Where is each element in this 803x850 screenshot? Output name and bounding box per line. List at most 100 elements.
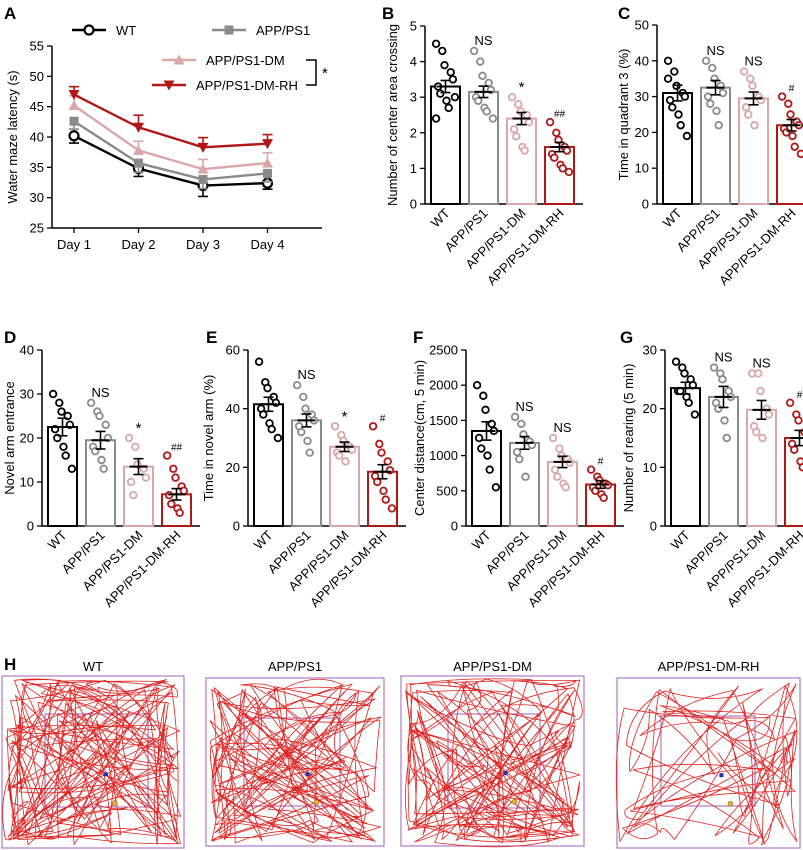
significance-label: NS [706, 43, 724, 58]
data-point [703, 92, 713, 101]
y-tick-label: 40 [226, 401, 240, 416]
y-axis-label: Water maze latency (s) [5, 70, 20, 203]
panel-b: B 0 1 2 3 4 5 Number of center area crossing WT N… [382, 4, 583, 288]
data-point [68, 90, 80, 101]
y-tick-label: 10 [643, 460, 657, 475]
data-point [512, 447, 522, 457]
data-point [720, 416, 729, 425]
data-point [750, 121, 759, 130]
data-point [263, 383, 272, 393]
data-point [262, 157, 273, 168]
data-point [262, 139, 273, 150]
swim-path [2, 678, 181, 846]
data-point [550, 153, 559, 162]
data-point [708, 63, 717, 73]
data-point [448, 75, 458, 84]
panel-label-h: H [4, 655, 16, 674]
data-point [554, 135, 563, 145]
series-line [73, 134, 268, 187]
data-point [474, 96, 483, 105]
legend-marker [83, 24, 95, 36]
data-point [515, 454, 524, 464]
series-line [73, 104, 268, 171]
data-point [485, 465, 494, 474]
data-point [491, 483, 501, 492]
y-tick-label: 40 [30, 130, 44, 145]
bar-group-wt [430, 39, 461, 205]
y-tick-label: 0 [233, 519, 240, 534]
y-tick-label: 20 [226, 460, 240, 475]
data-point [561, 483, 570, 492]
sig-label: * [322, 65, 328, 82]
data-point [303, 436, 312, 446]
data-point [684, 398, 693, 407]
legend-marker [224, 25, 234, 35]
data-point [179, 486, 189, 495]
data-point [748, 81, 757, 91]
significance-label: # [598, 457, 604, 468]
legend-label: APP/PS1-DM-RH [196, 78, 298, 93]
data-point [339, 436, 348, 446]
data-point [129, 491, 138, 500]
significance-label: NS [714, 350, 732, 365]
swim-path [405, 678, 583, 848]
significance-label: ## [171, 443, 183, 454]
track-title: WT [83, 659, 103, 674]
data-point [57, 407, 66, 416]
data-point [341, 457, 350, 466]
significance-label: * [519, 79, 525, 96]
data-point [545, 117, 555, 127]
bar-group-app-ps1: NS [85, 385, 116, 528]
swim-path [615, 682, 798, 846]
data-point [292, 381, 302, 390]
data-point [61, 451, 70, 460]
data-point [718, 375, 727, 384]
data-point [330, 422, 340, 431]
bar [700, 86, 731, 205]
y-axis-label: Number of center area crossing [385, 24, 400, 206]
bar-group-app-ps1-dm: NS [746, 355, 777, 527]
data-point [509, 125, 519, 134]
data-point [377, 448, 386, 457]
data-point [756, 386, 765, 396]
data-point [474, 433, 484, 443]
data-point [663, 74, 673, 83]
bar-group-app-ps1-dm-rh: ## [544, 109, 575, 205]
track-title: APP/PS1-DM-RH [658, 659, 760, 674]
data-point [133, 144, 144, 155]
bar [291, 419, 322, 527]
data-point [507, 92, 517, 102]
legend-label: WT [116, 23, 136, 38]
data-point [744, 110, 753, 119]
data-point [680, 369, 689, 378]
data-point [777, 92, 787, 101]
swim-path [209, 678, 382, 844]
bar-group-wt [47, 389, 78, 527]
data-point [297, 427, 306, 437]
data-point [55, 398, 64, 407]
data-point [167, 499, 176, 509]
significance-label: # [789, 84, 795, 95]
data-point [794, 416, 803, 425]
data-point [790, 142, 799, 151]
data-point [335, 451, 344, 460]
data-point [301, 404, 310, 413]
x-tick-label: Day 3 [186, 237, 220, 252]
track-app-ps1: APP/PS1 [205, 659, 385, 847]
data-point [663, 56, 673, 65]
significance-label: * [136, 420, 142, 437]
panel-h: H WT APP/PS1 APP/PS1-DM APP/PS1-DM-RH [1, 655, 801, 849]
track-app-ps1-dm: APP/PS1-DM [400, 659, 585, 848]
data-point [690, 410, 700, 419]
data-point [709, 363, 719, 372]
y-axis-label: Novel arm entrance [2, 381, 17, 494]
data-point [706, 99, 715, 108]
bar-group-app-ps1-dm: NS [738, 54, 769, 205]
data-point [682, 131, 692, 141]
panel-label-b: B [382, 4, 394, 23]
panel-label-e: E [206, 328, 217, 347]
series-line [73, 120, 268, 181]
y-tick-label: 10 [635, 161, 649, 176]
